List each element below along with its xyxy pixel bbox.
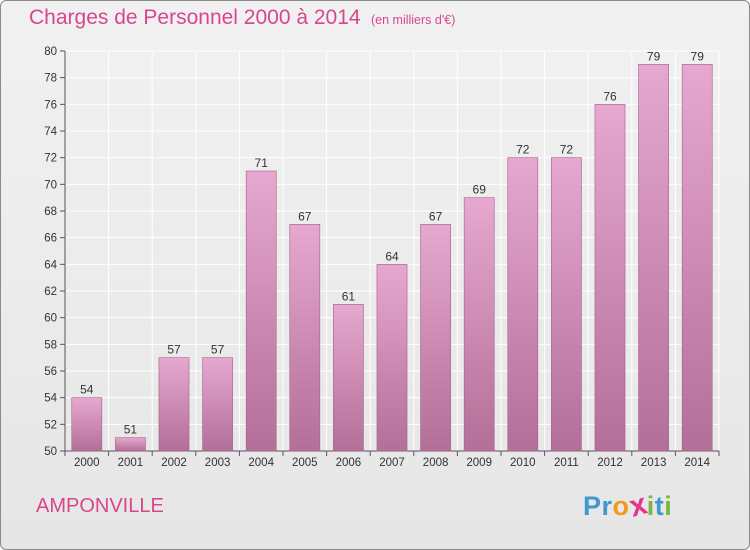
logo-letter: i (664, 491, 673, 521)
data-label-2013: 79 (647, 49, 661, 63)
data-label-2006: 61 (342, 289, 356, 303)
data-label-2012: 76 (603, 89, 617, 103)
y-tick-label: 64 (44, 259, 57, 271)
data-label-2004: 71 (255, 156, 269, 170)
y-tick-label: 76 (44, 99, 57, 111)
x-tick-label-2006: 2006 (336, 457, 362, 469)
x-tick-label-2004: 2004 (248, 457, 274, 469)
data-labels: 54 51 57 57 71 67 61 64 67 69 72 72 76 79 79 (80, 49, 704, 436)
y-tick-label: 56 (44, 366, 57, 378)
x-tick-label-2000: 2000 (74, 457, 100, 469)
bars (71, 64, 713, 452)
y-tick-label: 60 (44, 313, 57, 325)
x-tick-label-2009: 2009 (466, 457, 492, 469)
y-tick-label: 72 (44, 153, 57, 165)
logo-letter: t (654, 491, 665, 521)
bar-2008 (420, 224, 451, 452)
proxiti-logo[interactable]: Proxiti (583, 487, 673, 523)
x-tick-label-2014: 2014 (684, 457, 710, 469)
chart-subtitle: (en milliers d'€) (371, 13, 456, 27)
y-tick-label: 62 (44, 286, 57, 298)
x-tick-label-2002: 2002 (161, 457, 187, 469)
bar-2013 (638, 64, 669, 452)
bar-2009 (463, 197, 495, 452)
data-label-2000: 54 (80, 383, 94, 397)
axes: 50 52 54 56 58 60 62 64 66 68 70 72 74 76 78 80 2000 2001… (44, 46, 720, 469)
x-tick-label-2005: 2005 (292, 457, 318, 469)
data-label-2010: 72 (516, 143, 530, 157)
x-tick-label-2007: 2007 (379, 457, 405, 469)
y-tick-label: 68 (44, 206, 57, 218)
y-tick-label: 52 (44, 419, 57, 431)
logo-letter: P (583, 491, 602, 521)
data-label-2009: 69 (473, 183, 487, 197)
y-tick-label: 78 (44, 73, 57, 85)
bar-2004 (245, 170, 277, 452)
bar-2002 (158, 357, 190, 452)
y-tick-label: 58 (44, 339, 57, 351)
bar-2007 (376, 264, 408, 452)
data-label-2008: 67 (429, 209, 443, 223)
data-label-2014: 79 (691, 49, 705, 63)
y-tick-label: 74 (44, 126, 57, 138)
logo-letter: r (601, 491, 613, 521)
commune-name: AMPONVILLE (36, 495, 164, 517)
x-tick-label-2010: 2010 (510, 457, 536, 469)
bar-2010 (507, 157, 539, 452)
data-label-2007: 64 (385, 249, 399, 263)
data-label-2001: 51 (124, 423, 138, 437)
bar-2003 (202, 357, 233, 452)
bar-2014 (681, 64, 713, 452)
x-tick-label-2003: 2003 (205, 457, 231, 469)
bar-2005 (289, 224, 321, 452)
bar-2000 (71, 397, 103, 452)
data-label-2003: 57 (211, 343, 225, 357)
data-label-2005: 67 (298, 209, 312, 223)
bar-2011 (551, 157, 582, 452)
y-tick-label: 66 (44, 233, 57, 245)
bar-2001 (115, 437, 146, 452)
data-label-2002: 57 (167, 343, 181, 357)
y-tick-label: 80 (44, 46, 57, 58)
y-tick-label: 54 (44, 393, 57, 405)
chart-title: Charges de Personnel 2000 à 2014 (29, 6, 361, 29)
data-label-2011: 72 (560, 143, 574, 157)
logo-letter: i (646, 491, 655, 521)
x-tick-label-2008: 2008 (423, 457, 449, 469)
logo-letter: o (612, 491, 630, 521)
x-tick-label-2001: 2001 (118, 457, 144, 469)
y-tick-label: 50 (44, 446, 57, 458)
bar-2012 (594, 104, 626, 452)
x-tick-label-2013: 2013 (641, 457, 667, 469)
x-tick-label-2012: 2012 (597, 457, 623, 469)
x-tick-label-2011: 2011 (554, 457, 579, 469)
bar-2006 (333, 304, 364, 452)
y-tick-label: 70 (44, 179, 57, 191)
